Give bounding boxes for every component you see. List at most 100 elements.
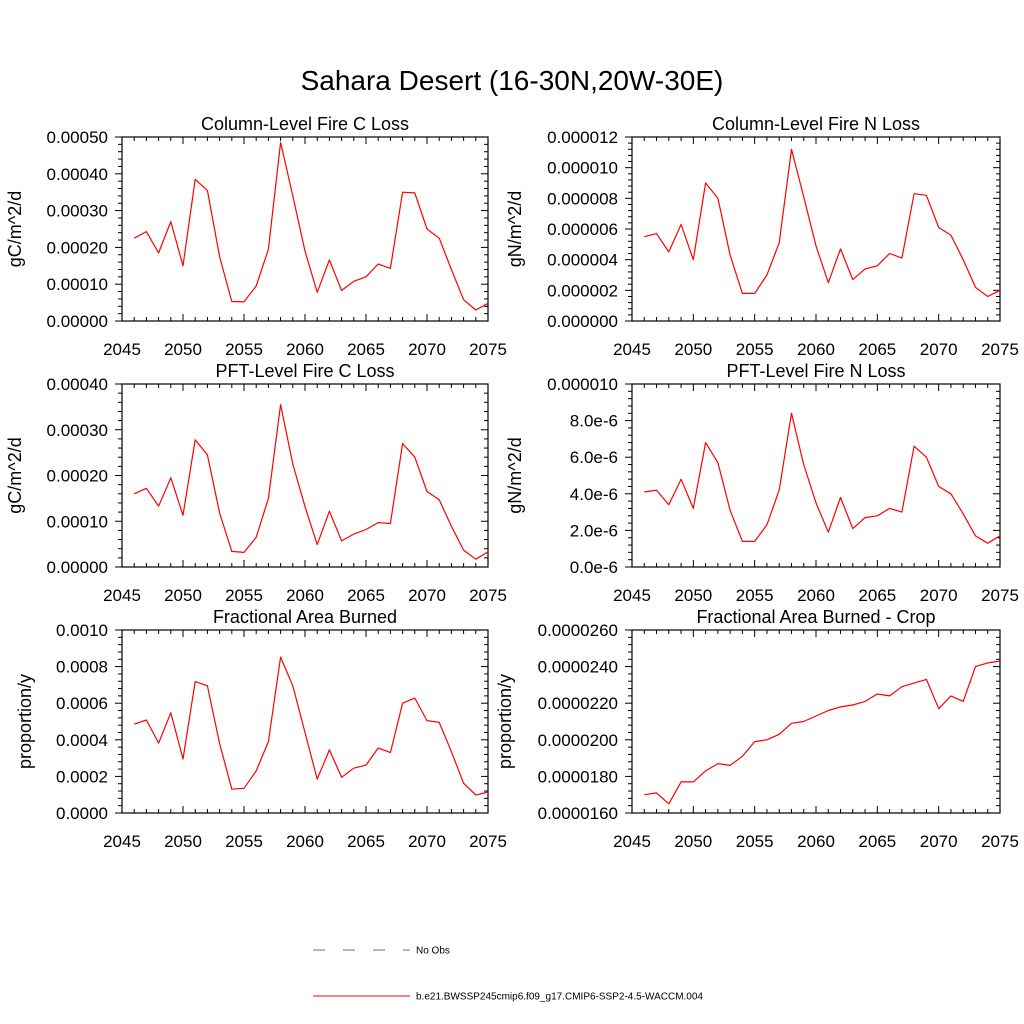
series-line [644, 660, 1001, 805]
plot-frame [631, 629, 1001, 814]
y-tick-label: 0.0000260 [538, 621, 618, 640]
y-tick-label: 6.0e-6 [570, 448, 618, 467]
chart-panel: Fractional Area Burned 2045 2050 2055 2060 20… [15, 607, 507, 851]
y-tick-label: 0.00010 [47, 275, 108, 294]
y-axis-label: gC/m^2/d [5, 191, 25, 267]
y-tick-label: 0.00000 [47, 558, 108, 577]
y-tick-label: 0.0006 [56, 694, 108, 713]
x-tick-label: 2060 [797, 586, 835, 605]
series-line [133, 141, 489, 311]
x-tick-label: 2045 [613, 340, 651, 359]
x-tick-label: 2055 [225, 586, 263, 605]
legend-label: No Obs [416, 946, 450, 957]
x-tick-label: 2045 [103, 832, 141, 851]
legend-item: b.e21.BWSSP245cmip6.f09_g17.CMIP6-SSP2-4… [313, 992, 703, 1003]
x-tick-label: 2065 [347, 340, 385, 359]
y-tick-label: 0.000008 [547, 189, 618, 208]
x-tick-label: 2075 [981, 340, 1019, 359]
x-tick-label: 2070 [408, 832, 446, 851]
x-tick-label: 2070 [920, 832, 958, 851]
x-tick-label: 2060 [797, 832, 835, 851]
x-tick-label: 2050 [674, 832, 712, 851]
y-tick-label: 0.0010 [56, 621, 108, 640]
x-tick-label: 2045 [613, 832, 651, 851]
y-tick-label: 0.0004 [56, 731, 108, 750]
y-tick-label: 0.00050 [47, 128, 108, 147]
y-axis-label: proportion/y [15, 674, 35, 769]
chart-panel: Column-Level Fire N Loss 2045 2050 2055 2060… [505, 114, 1019, 359]
y-tick-label: 2.0e-6 [570, 521, 618, 540]
legend-item: No Obs [313, 946, 450, 957]
panel-title: PFT-Level Fire N Loss [726, 361, 905, 381]
x-tick-label: 2070 [920, 586, 958, 605]
x-tick-label: 2050 [164, 586, 202, 605]
series-line [133, 404, 489, 560]
x-tick-label: 2050 [674, 586, 712, 605]
y-tick-label: 0.00030 [47, 421, 108, 440]
x-tick-label: 2055 [736, 832, 774, 851]
plot-frame [121, 383, 489, 568]
panel-title: Fractional Area Burned - Crop [696, 607, 935, 627]
x-tick-label: 2075 [469, 832, 507, 851]
y-tick-label: 0.00000 [47, 312, 108, 331]
y-tick-label: 0.0000220 [538, 694, 618, 713]
x-tick-label: 2075 [469, 586, 507, 605]
x-tick-label: 2065 [858, 340, 896, 359]
panel-title: Column-Level Fire C Loss [201, 114, 409, 134]
x-tick-label: 2050 [164, 340, 202, 359]
x-tick-label: 2055 [736, 340, 774, 359]
y-tick-label: 0.00020 [47, 467, 108, 486]
y-axis-label: gN/m^2/d [505, 437, 525, 513]
x-tick-label: 2045 [613, 586, 651, 605]
x-tick-label: 2045 [103, 586, 141, 605]
plot-frame [121, 136, 489, 322]
x-tick-label: 2060 [286, 832, 324, 851]
y-tick-label: 0.000000 [547, 312, 618, 331]
y-axis-label: gC/m^2/d [5, 437, 25, 513]
legend-label: b.e21.BWSSP245cmip6.f09_g17.CMIP6-SSP2-4… [416, 992, 703, 1003]
y-tick-label: 0.000010 [547, 375, 618, 394]
panel-title: Column-Level Fire N Loss [712, 114, 920, 134]
y-tick-label: 0.000002 [547, 281, 618, 300]
y-tick-label: 0.0e-6 [570, 558, 618, 577]
y-tick-label: 0.000010 [547, 159, 618, 178]
x-tick-label: 2055 [736, 586, 774, 605]
x-tick-label: 2065 [858, 832, 896, 851]
x-tick-label: 2065 [858, 586, 896, 605]
y-axis-label: gN/m^2/d [505, 191, 525, 267]
panel-title: Fractional Area Burned [213, 607, 397, 627]
chart-panel: Column-Level Fire C Loss 2045 2050 2055 2060… [5, 114, 507, 359]
legend: No Obs b.e21.BWSSP245cmip6.f09_g17.CMIP6-… [313, 946, 703, 1003]
series-line [134, 656, 489, 796]
x-tick-label: 2045 [103, 340, 141, 359]
x-tick-label: 2070 [408, 340, 446, 359]
page-title: Sahara Desert (16-30N,20W-30E) [301, 65, 724, 96]
plot-frame [631, 136, 1001, 322]
y-tick-label: 8.0e-6 [570, 412, 618, 431]
x-tick-label: 2070 [920, 340, 958, 359]
x-tick-label: 2075 [981, 832, 1019, 851]
chart-panel: PFT-Level Fire C Loss 2045 2050 2055 2060 206… [5, 361, 507, 605]
chart-panel: Fractional Area Burned - Crop 2045 2050 205… [495, 607, 1019, 851]
y-tick-label: 0.0000240 [538, 658, 618, 677]
y-tick-label: 0.000004 [547, 251, 618, 270]
y-tick-label: 0.00040 [47, 375, 108, 394]
y-tick-label: 0.0000180 [538, 767, 618, 786]
plot-frame [631, 383, 1001, 568]
x-tick-label: 2075 [981, 586, 1019, 605]
y-tick-label: 0.00020 [47, 238, 108, 257]
x-tick-label: 2055 [225, 832, 263, 851]
y-tick-label: 0.0000 [56, 804, 108, 823]
chart-panels: Column-Level Fire C Loss 2045 2050 2055 2060… [5, 114, 1019, 851]
y-axis-label: proportion/y [495, 674, 515, 769]
y-tick-label: 4.0e-6 [570, 485, 618, 504]
y-tick-label: 0.0008 [56, 658, 108, 677]
y-tick-label: 0.0002 [56, 767, 108, 786]
x-tick-label: 2050 [164, 832, 202, 851]
series-line [644, 148, 1001, 298]
x-tick-label: 2060 [286, 586, 324, 605]
x-tick-label: 2060 [797, 340, 835, 359]
panel-title: PFT-Level Fire C Loss [215, 361, 394, 381]
y-tick-label: 0.000012 [547, 128, 618, 147]
x-tick-label: 2065 [347, 832, 385, 851]
